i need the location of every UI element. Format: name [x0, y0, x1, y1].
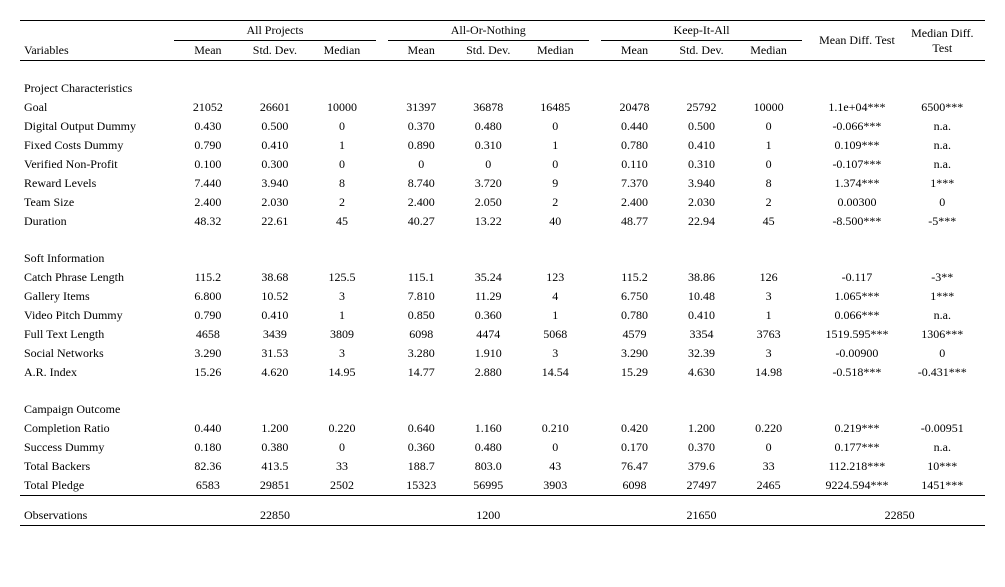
table-row: Full Text Length465834393809609844745068…: [20, 325, 985, 344]
table-row: [20, 231, 985, 241]
table-row: Gallery Items6.80010.5237.81011.2946.750…: [20, 287, 985, 306]
stats-table: Variables All Projects All-Or-Nothing Ke…: [20, 20, 985, 526]
col-median-diff: Median Diff. Test: [900, 21, 985, 61]
section-title: Project Characteristics: [20, 71, 985, 98]
row-label: Fixed Costs Dummy: [20, 136, 162, 155]
table-row: Observations2285012002165022850: [20, 506, 985, 526]
stat-mean: Mean: [174, 41, 241, 61]
row-label: Social Networks: [20, 344, 162, 363]
group-all-projects: All Projects: [174, 21, 375, 41]
col-variables: Variables: [20, 21, 162, 61]
row-label: Goal: [20, 98, 162, 117]
table-row: Verified Non-Profit0.1000.30000000.1100.…: [20, 155, 985, 174]
table-row: Catch Phrase Length115.238.68125.5115.13…: [20, 268, 985, 287]
table-row: Duration48.3222.614540.2713.224048.7722.…: [20, 212, 985, 231]
table-row: Reward Levels7.4403.94088.7403.72097.370…: [20, 174, 985, 193]
group-aon: All-Or-Nothing: [388, 21, 589, 41]
table-row: [20, 382, 985, 392]
table-row: Team Size2.4002.03022.4002.05022.4002.03…: [20, 193, 985, 212]
row-label: Success Dummy: [20, 438, 162, 457]
section-title: Campaign Outcome: [20, 392, 985, 419]
table-row: Campaign Outcome: [20, 392, 985, 419]
row-label: Gallery Items: [20, 287, 162, 306]
stat-sd: Std. Dev.: [668, 41, 735, 61]
row-label: Verified Non-Profit: [20, 155, 162, 174]
row-label: Video Pitch Dummy: [20, 306, 162, 325]
stat-sd: Std. Dev.: [455, 41, 522, 61]
row-label: Digital Output Dummy: [20, 117, 162, 136]
table-row: Goal210522660110000313973687816485204782…: [20, 98, 985, 117]
stat-median: Median: [308, 41, 375, 61]
table-row: Fixed Costs Dummy0.7900.41010.8900.31010…: [20, 136, 985, 155]
table-row: Digital Output Dummy0.4300.50000.3700.48…: [20, 117, 985, 136]
section-title: Soft Information: [20, 241, 985, 268]
col-mean-diff: Mean Diff. Test: [814, 21, 899, 61]
table-row: Soft Information: [20, 241, 985, 268]
row-label: Total Pledge: [20, 476, 162, 496]
row-label: Full Text Length: [20, 325, 162, 344]
stat-mean: Mean: [601, 41, 668, 61]
row-label: A.R. Index: [20, 363, 162, 382]
table-row: Total Backers82.36413.533188.7803.04376.…: [20, 457, 985, 476]
observations-label: Observations: [20, 506, 162, 526]
row-label: Total Backers: [20, 457, 162, 476]
table-row: Completion Ratio0.4401.2000.2200.6401.16…: [20, 419, 985, 438]
stat-mean: Mean: [388, 41, 455, 61]
stat-median: Median: [522, 41, 589, 61]
table-row: A.R. Index15.264.62014.9514.772.88014.54…: [20, 363, 985, 382]
group-kia: Keep-It-All: [601, 21, 802, 41]
table-row: Video Pitch Dummy0.7900.41010.8500.36010…: [20, 306, 985, 325]
row-label: Duration: [20, 212, 162, 231]
table-row: [20, 61, 985, 71]
table-row: Project Characteristics: [20, 71, 985, 98]
stat-sd: Std. Dev.: [241, 41, 308, 61]
table-row: Social Networks3.29031.5333.2801.91033.2…: [20, 344, 985, 363]
stat-median: Median: [735, 41, 802, 61]
table-row: [20, 496, 985, 507]
table-row: Total Pledge6583298512502153235699539036…: [20, 476, 985, 496]
row-label: Completion Ratio: [20, 419, 162, 438]
row-label: Catch Phrase Length: [20, 268, 162, 287]
row-label: Team Size: [20, 193, 162, 212]
table-row: Success Dummy0.1800.38000.3600.48000.170…: [20, 438, 985, 457]
row-label: Reward Levels: [20, 174, 162, 193]
